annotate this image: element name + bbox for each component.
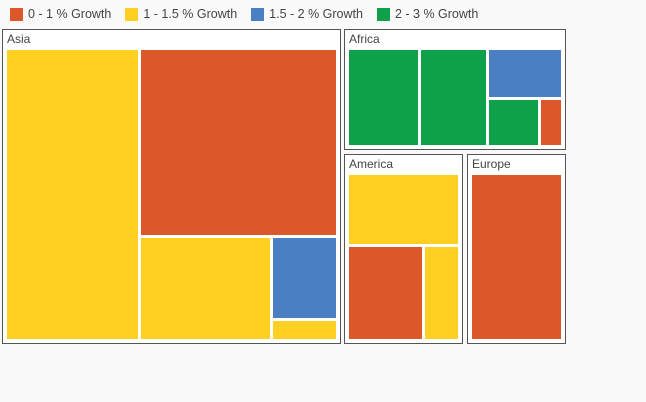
- chart-legend: 0 - 1 % Growth 1 - 1.5 % Growth 1.5 - 2 % …: [10, 5, 478, 23]
- legend-swatch: [125, 7, 139, 21]
- treemap-cell[interactable]: [488, 99, 539, 145]
- treemap-cell[interactable]: [349, 246, 423, 339]
- treemap-cell[interactable]: [273, 320, 336, 339]
- legend-swatch: [376, 7, 390, 21]
- treemap-group-asia[interactable]: Asia: [2, 29, 341, 344]
- legend-item-g1[interactable]: 1 - 1.5 % Growth: [125, 7, 237, 21]
- legend-label: 0 - 1 % Growth: [28, 7, 112, 21]
- treemap-cell[interactable]: [488, 50, 561, 97]
- treemap-group-africa[interactable]: Africa: [344, 29, 566, 150]
- legend-label: 1.5 - 2 % Growth: [269, 7, 363, 21]
- treemap-cell[interactable]: [273, 237, 336, 318]
- treemap-cell[interactable]: [141, 237, 271, 339]
- group-label: Asia: [7, 32, 31, 46]
- group-label: Africa: [349, 32, 380, 46]
- legend-label: 2 - 3 % Growth: [394, 7, 479, 21]
- treemap-group-america[interactable]: America: [344, 154, 463, 344]
- treemap-cell[interactable]: [472, 175, 561, 339]
- treemap-cell[interactable]: [425, 246, 458, 339]
- group-label: America: [349, 157, 394, 171]
- treemap-cell[interactable]: [7, 50, 139, 339]
- legend-item-g0[interactable]: 0 - 1 % Growth: [10, 7, 111, 21]
- treemap-group-europe[interactable]: Europe: [467, 154, 566, 344]
- treemap-cell[interactable]: [349, 50, 419, 145]
- treemap-cell[interactable]: [421, 50, 486, 145]
- treemap-cell[interactable]: [541, 99, 561, 145]
- legend-label: 1 - 1.5 % Growth: [143, 7, 238, 21]
- group-label: Europe: [472, 157, 511, 171]
- legend-swatch: [251, 7, 265, 21]
- legend-item-g3[interactable]: 2 - 3 % Growth: [376, 7, 479, 21]
- treemap-cell[interactable]: [349, 175, 458, 244]
- legend-swatch: [10, 7, 23, 21]
- treemap-cell[interactable]: [141, 50, 336, 235]
- legend-item-g2[interactable]: 1.5 - 2 % Growth: [251, 7, 363, 21]
